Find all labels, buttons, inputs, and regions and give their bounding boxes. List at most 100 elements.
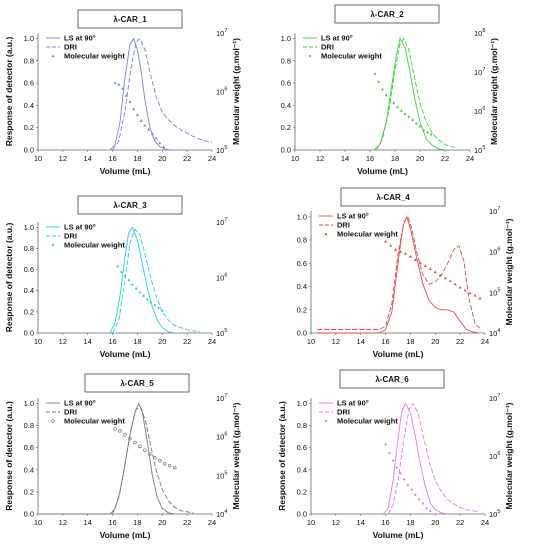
mw-point	[414, 493, 417, 497]
y-tick-label: 0.8	[297, 421, 307, 430]
y2-tick-label: 106	[216, 432, 227, 442]
mw-point	[395, 466, 399, 470]
x-tick-label: 10	[34, 337, 42, 346]
panel-title: λ-CAR_3	[113, 201, 147, 210]
x-tick-label: 22	[183, 518, 191, 527]
y2-tick-label: 107	[216, 217, 227, 227]
mw-point	[411, 118, 414, 122]
x-tick-label: 20	[431, 518, 439, 527]
x-axis-label: Volume (mL)	[100, 530, 151, 540]
mw-point	[448, 279, 452, 283]
x-tick-label: 16	[366, 154, 374, 163]
legend-label: LS at 90°	[64, 399, 96, 408]
legend-marker	[51, 419, 55, 423]
dri-line	[112, 228, 200, 334]
mw-point	[388, 97, 392, 101]
mw-point	[135, 113, 139, 116]
y2-tick-label: 108	[474, 28, 485, 38]
panel-4: λ-CAR_4 10 12 14 16 18 20 22 24 0.0 0.2 0.4 0.6 0.8 1.…	[297, 187, 514, 359]
mw-point	[150, 132, 154, 135]
mw-point	[423, 264, 427, 267]
mw-point	[142, 294, 145, 298]
x-tick-label: 18	[133, 518, 141, 527]
legend-marker	[308, 54, 312, 58]
dri-line	[317, 215, 482, 330]
mw-point	[438, 273, 442, 277]
x-tick-label: 10	[307, 337, 315, 346]
x-tick-label: 10	[307, 518, 315, 527]
y2-tick-label: 106	[489, 451, 500, 461]
x-tick-label: 24	[481, 337, 489, 346]
mw-point	[418, 125, 422, 129]
y-tick-label: 0.2	[297, 305, 307, 314]
y2-tick-label: 107	[489, 393, 500, 403]
panel-title-box	[77, 9, 183, 29]
y-tick-label: 0.2	[24, 307, 34, 316]
x-tick-label: 12	[332, 518, 340, 527]
y2-axis-label: Molecular weight (g.mol⁻¹)	[231, 402, 241, 509]
y-axis-label: Response of detector (a.u.)	[4, 401, 14, 511]
mw-point	[468, 291, 472, 295]
mw-point	[422, 129, 426, 132]
y-tick-label: 1.0	[297, 399, 307, 408]
mw-point	[417, 498, 421, 501]
x-tick-label: 20	[158, 518, 166, 527]
mw-point	[399, 109, 403, 113]
mw-point	[132, 107, 136, 111]
y-tick-label: 0.4	[24, 286, 34, 295]
legend-label: DRI	[64, 232, 77, 241]
y-tick-label: 0.6	[24, 443, 34, 452]
mw-point	[403, 252, 407, 255]
y2-tick-label: 107	[216, 28, 227, 38]
y-tick-label: 0.8	[281, 56, 291, 65]
mw-point	[138, 290, 142, 294]
y-tick-label: 0.0	[297, 510, 307, 519]
y-tick-label: 0.6	[24, 265, 34, 274]
mw-point	[392, 101, 396, 105]
x-tick-label: 18	[406, 518, 414, 527]
legend-label: LS at 90°	[337, 399, 369, 408]
mw-point	[139, 119, 143, 122]
y-tick-label: 0.6	[24, 79, 34, 88]
x-tick-label: 10	[34, 154, 42, 163]
mw-point	[113, 427, 117, 431]
mw-point	[453, 282, 457, 286]
mw-point	[418, 261, 422, 265]
y-tick-label: 0.6	[281, 79, 291, 88]
mw-point	[117, 82, 121, 86]
x-tick-label: 20	[158, 337, 166, 346]
mw-point	[163, 461, 167, 466]
mw-point	[403, 112, 407, 116]
mw-point	[425, 506, 428, 510]
x-tick-label: 14	[84, 154, 92, 163]
mw-point	[153, 456, 157, 460]
x-tick-label: 14	[84, 337, 92, 346]
x-tick-label: 16	[381, 518, 389, 527]
mw-point	[377, 80, 381, 84]
x-tick-label: 24	[208, 337, 216, 346]
legend-marker	[324, 232, 328, 236]
panel-title-box	[334, 4, 440, 24]
x-tick-label: 16	[108, 154, 116, 163]
panel-6: λ-CAR_6 10 12 14 16 18 20 22 24 0.0 0.2 0.4 0.6 0.8 1.…	[277, 369, 514, 540]
mw-point	[421, 502, 425, 506]
legend-label: Molecular weight	[64, 241, 125, 250]
x-tick-label: 22	[456, 337, 464, 346]
mw-point	[373, 72, 377, 76]
panel-title-box	[340, 187, 446, 207]
mw-point	[384, 93, 388, 97]
panel-title: λ-CAR_2	[370, 10, 404, 19]
panel-title: λ-CAR_6	[375, 375, 409, 384]
y2-tick-label: 104	[216, 509, 227, 519]
mw-point	[131, 283, 134, 287]
mw-point	[127, 278, 131, 282]
mw-point	[143, 123, 147, 127]
legend-marker	[51, 243, 55, 247]
y-tick-label: 0.6	[297, 443, 307, 452]
mw-point	[394, 248, 398, 251]
mw-point	[389, 243, 393, 247]
x-tick-label: 12	[59, 154, 67, 163]
mw-point	[407, 115, 411, 119]
legend-label: DRI	[321, 43, 334, 52]
